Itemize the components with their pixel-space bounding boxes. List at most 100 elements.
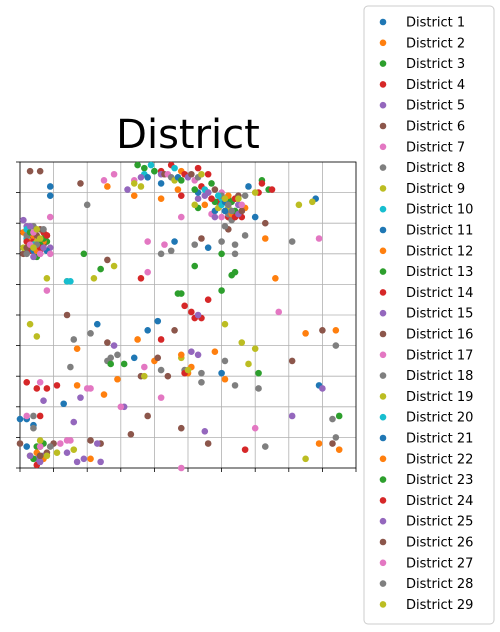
data-point-district-15 [110, 342, 118, 349]
data-point-district-2 [302, 330, 309, 337]
data-point-district-17 [46, 250, 54, 258]
data-point-district-1 [245, 183, 252, 190]
data-point-district-19 [36, 437, 44, 444]
data-point-district-8 [329, 415, 336, 423]
data-point-district-19 [184, 366, 192, 374]
data-point-district-6 [198, 235, 205, 242]
data-point-district-15 [194, 311, 202, 319]
data-point-district-11 [251, 213, 259, 221]
data-point-district-17 [83, 385, 91, 392]
data-point-district-9 [295, 201, 303, 209]
legend-marker [379, 517, 387, 525]
data-point-district-8 [114, 351, 121, 359]
data-point-district-14 [208, 195, 215, 203]
data-point-district-5 [80, 455, 88, 463]
data-point-district-9 [26, 320, 34, 328]
data-point-district-13 [228, 271, 235, 279]
data-point-district-1 [46, 183, 54, 190]
data-point-district-8 [231, 382, 239, 389]
data-point-district-7 [100, 177, 108, 184]
legend-marker [379, 309, 387, 317]
data-point-district-20 [214, 192, 222, 199]
data-point-district-12 [73, 345, 81, 352]
data-point-district-5 [70, 418, 78, 426]
data-point-district-8 [332, 434, 340, 441]
legend-label: District 29 [406, 598, 473, 613]
data-point-district-20 [171, 164, 178, 172]
data-point-district-5 [194, 195, 202, 203]
legend-marker [379, 434, 387, 442]
data-point-district-11 [16, 415, 24, 423]
data-point-district-6 [154, 354, 162, 362]
data-point-district-6 [127, 431, 135, 438]
data-point-district-14 [43, 385, 51, 392]
data-point-district-9 [43, 274, 51, 282]
data-point-district-13 [151, 167, 158, 175]
data-point-district-3 [255, 369, 262, 377]
data-point-district-2 [73, 382, 81, 389]
data-point-district-4 [33, 385, 41, 392]
data-point-district-18 [191, 241, 199, 248]
data-point-district-15 [26, 452, 34, 460]
data-point-district-9 [251, 345, 259, 352]
data-point-district-3 [335, 412, 343, 420]
data-point-district-25 [26, 222, 34, 230]
data-point-district-15 [137, 174, 145, 181]
data-point-district-12 [335, 446, 343, 453]
grid [19, 161, 357, 469]
data-point-district-2 [114, 375, 121, 383]
legend-label: District 16 [406, 328, 473, 343]
data-point-district-6 [26, 167, 34, 175]
data-point-district-15 [194, 351, 202, 359]
data-point-district-7 [315, 235, 323, 242]
data-point-district-17 [144, 268, 151, 276]
data-point-district-14 [181, 302, 188, 310]
data-point-district-15 [211, 213, 219, 221]
data-point-district-25 [30, 253, 37, 261]
data-point-district-18 [46, 443, 54, 450]
data-point-district-17 [36, 443, 44, 450]
data-point-district-13 [191, 186, 199, 193]
data-point-district-29 [221, 195, 229, 203]
legend-label: District 25 [406, 515, 473, 530]
legend-marker [379, 559, 387, 567]
data-point-district-21 [221, 207, 229, 215]
data-point-district-5 [319, 385, 326, 392]
legend-marker [379, 580, 387, 587]
data-point-district-9 [191, 201, 199, 209]
data-point-district-29 [235, 195, 242, 203]
data-point-district-21 [46, 192, 54, 199]
data-point-district-8 [83, 201, 91, 209]
data-point-district-19 [43, 452, 51, 460]
data-point-district-18 [30, 412, 37, 420]
legend-marker [379, 351, 387, 359]
legend-label: District 11 [406, 224, 473, 239]
legend-label: District 4 [406, 78, 465, 93]
legend-marker [379, 60, 387, 67]
data-point-district-7 [144, 238, 151, 245]
data-point-district-5 [97, 458, 104, 466]
data-point-district-9 [302, 455, 309, 463]
data-point-district-23 [177, 177, 185, 184]
legend-marker [379, 497, 387, 504]
data-point-district-9 [221, 320, 229, 328]
data-point-district-28 [40, 226, 47, 233]
data-point-district-8 [241, 192, 249, 199]
data-point-district-9 [33, 333, 41, 340]
data-point-district-7 [110, 170, 118, 178]
data-point-district-29 [33, 226, 41, 233]
legend-label: District 19 [406, 390, 473, 405]
data-point-district-12 [201, 201, 209, 209]
legend-label: District 14 [406, 286, 473, 301]
data-point-district-18 [167, 247, 175, 255]
data-point-district-3 [141, 164, 148, 172]
data-point-district-6 [36, 167, 44, 175]
data-point-district-5 [188, 348, 195, 356]
data-point-district-5 [288, 412, 296, 420]
data-point-district-4 [258, 180, 266, 187]
legend-label: District 3 [406, 57, 465, 72]
data-point-district-4 [241, 446, 249, 453]
data-point-district-6 [288, 357, 296, 365]
data-point-district-2 [130, 192, 138, 199]
data-point-district-1 [218, 369, 225, 377]
